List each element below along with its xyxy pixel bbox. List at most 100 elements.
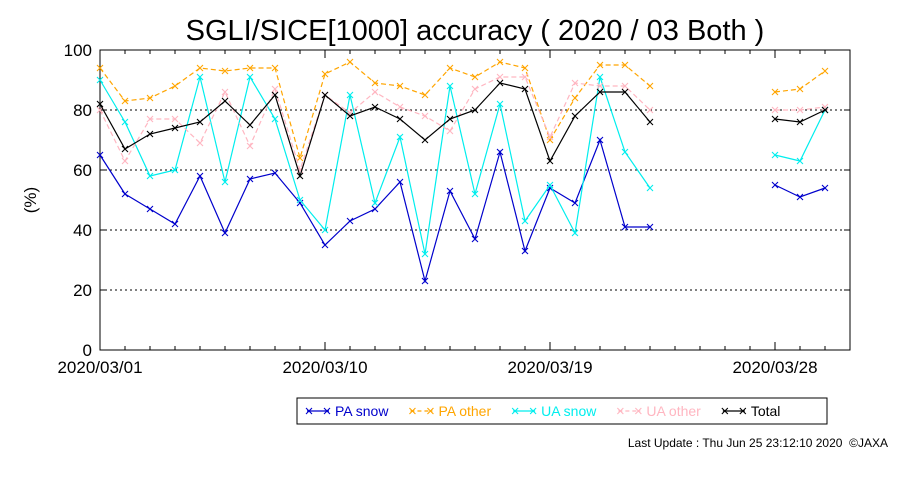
pa-other-point <box>96 64 104 72</box>
pa-other-point <box>471 73 479 81</box>
last-update-text: Last Update : Thu Jun 25 23:12:10 2020 <box>627 436 843 450</box>
pa-other-point <box>296 154 304 162</box>
legend-marker-ua-other <box>634 407 642 415</box>
ua-snow-point <box>246 73 254 81</box>
pa-other-point <box>571 94 579 102</box>
x-tick-label: 2020/03/10 <box>282 358 367 377</box>
series-ua-other <box>96 73 829 174</box>
ua-other-point <box>646 106 654 114</box>
pa-other-point <box>171 82 179 90</box>
pa-snow-point <box>96 151 104 159</box>
total-point <box>146 130 154 138</box>
legend-label-ua-other: UA other <box>646 403 701 419</box>
y-tick-label: 60 <box>73 161 92 180</box>
ua-snow-point <box>146 172 154 180</box>
ua-snow-point <box>321 226 329 234</box>
ua-snow-point <box>171 166 179 174</box>
pa-other-point <box>246 64 254 72</box>
x-tick-label: 2020/03/19 <box>507 358 592 377</box>
pa-other-point <box>546 136 554 144</box>
pa-other-point <box>271 64 279 72</box>
ua-other-point <box>196 139 204 147</box>
legend-label-pa-snow: PA snow <box>335 403 389 419</box>
pa-snow-point <box>821 184 829 192</box>
total-point <box>571 112 579 120</box>
legend-marker-ua-snow <box>529 407 537 415</box>
y-tick-label: 100 <box>64 41 92 60</box>
total-point <box>621 88 629 96</box>
pa-other-point <box>396 82 404 90</box>
ua-snow-point <box>496 100 504 108</box>
pa-snow-line <box>99 138 650 284</box>
ua-snow-line <box>99 75 651 255</box>
ua-other-point <box>621 82 629 90</box>
ua-other-point <box>446 127 454 135</box>
pa-other-point <box>521 64 529 72</box>
pa-other-point <box>771 88 779 96</box>
legend-marker-ua-other <box>616 407 624 415</box>
footer: Last Update : Thu Jun 25 23:12:10 2020 ©… <box>628 436 888 450</box>
legend-label-total: Total <box>751 403 781 419</box>
pa-snow-point <box>571 199 579 207</box>
ua-other-point <box>146 115 154 123</box>
y-tick-label: 0 <box>83 341 92 360</box>
pa-snow-point <box>246 175 254 183</box>
series-total <box>96 79 829 180</box>
pa-other-point <box>621 61 629 69</box>
total-point <box>821 106 829 114</box>
pa-snow-point <box>321 241 329 249</box>
pa-snow-point <box>421 277 429 285</box>
legend-marker-total <box>739 407 747 415</box>
ua-other-point <box>171 115 179 123</box>
ua-snow-point <box>621 148 629 156</box>
series-group <box>96 58 829 285</box>
ua-other-point <box>496 73 504 81</box>
ua-snow-point <box>546 181 554 189</box>
total-point <box>371 103 379 111</box>
total-point <box>446 115 454 123</box>
ua-snow-point <box>196 73 204 81</box>
ua-snow-point <box>796 157 804 165</box>
ua-snow-point <box>346 91 354 99</box>
total-point <box>521 85 529 93</box>
legend-marker-total <box>721 407 729 415</box>
ua-other-point <box>271 85 279 93</box>
total-point <box>171 124 179 132</box>
total-point <box>471 106 479 114</box>
ua-other-point <box>546 133 554 141</box>
total-point <box>321 91 329 99</box>
pa-snow-point <box>346 217 354 225</box>
ua-snow-point <box>396 133 404 141</box>
ua-other-point <box>396 103 404 111</box>
legend-marker-ua-snow <box>511 407 519 415</box>
ua-other-point <box>821 103 829 111</box>
total-point <box>421 136 429 144</box>
ua-snow-point <box>446 82 454 90</box>
total-point <box>796 118 804 126</box>
total-point <box>346 112 354 120</box>
y-axis-ticks: 0 20 40 60 80 100 <box>64 41 850 360</box>
x-tick-label: 2020/03/28 <box>732 358 817 377</box>
pa-snow-point <box>596 136 604 144</box>
ua-other-point <box>571 79 579 87</box>
pa-snow-point <box>796 193 804 201</box>
pa-snow-point <box>446 187 454 195</box>
total-point <box>496 79 504 87</box>
total-point <box>196 118 204 126</box>
ua-other-point <box>246 142 254 150</box>
pa-snow-point <box>221 229 229 237</box>
pa-snow-point <box>146 205 154 213</box>
pa-other-point <box>196 64 204 72</box>
total-point <box>546 157 554 165</box>
chart-title: SGLI/SICE[1000] accuracy ( 2020 / 03 Bot… <box>186 15 765 47</box>
y-axis-label: (%) <box>21 187 40 213</box>
total-line <box>774 109 826 123</box>
ua-snow-point <box>421 250 429 258</box>
grid-lines <box>100 109 850 291</box>
pa-snow-point <box>471 235 479 243</box>
pa-other-point <box>371 79 379 87</box>
x-axis-ticks: 2020/03/01 2020/03/10 2020/03/19 2020/03/28 <box>57 50 851 377</box>
ua-snow-point <box>296 196 304 204</box>
ua-snow-point <box>771 151 779 159</box>
